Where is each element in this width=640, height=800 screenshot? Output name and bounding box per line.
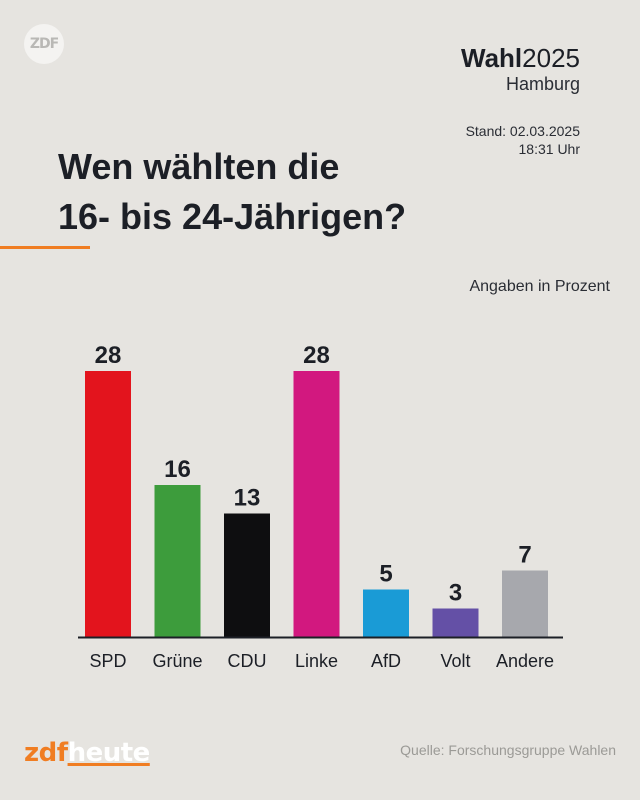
timestamp: Stand: 02.03.2025 18:31 Uhr [466,122,580,158]
bar-volt [432,608,479,637]
zdf-logo: ZDF [24,24,64,64]
brand-heute: heute [67,738,151,768]
category-label-andere: Andere [496,651,554,671]
source-note: Quelle: Forschungsgruppe Wahlen [400,742,616,758]
category-label-gr-ne: Grüne [152,651,202,671]
bar-andere [502,570,548,637]
zdfheute-logo: zdfheute [24,738,150,768]
page-title-line1: Wen wählten die [58,146,340,187]
value-label-volt: 3 [449,580,462,607]
timestamp-time: 18:31 Uhr [518,141,580,157]
bar-linke [293,371,340,637]
value-label-afd: 5 [379,561,392,588]
value-label-spd: 28 [95,342,122,369]
accent-divider [0,246,90,249]
timestamp-date: Stand: 02.03.2025 [465,123,580,139]
election-title-bold: Wahl [461,43,523,73]
zdf-logo-text: ZDF [29,36,59,52]
category-label-cdu: CDU [228,651,267,671]
bar-cdu [224,513,270,637]
bar-spd [85,371,131,637]
value-label-andere: 7 [518,542,531,569]
category-label-volt: Volt [440,651,470,671]
unit-note: Angaben in Prozent [469,278,610,295]
category-label-linke: Linke [295,651,338,671]
bar-gr-ne [154,485,201,637]
category-label-afd: AfD [371,651,401,671]
page-title: Wen wählten die 16- bis 24-Jährigen? [58,142,406,242]
election-title: Wahl2025 [461,44,580,72]
value-label-gr-ne: 16 [164,456,191,483]
category-label-spd: SPD [89,651,126,671]
value-label-linke: 28 [303,342,330,369]
page-title-line2: 16- bis 24-Jährigen? [58,196,407,237]
election-year: 2025 [522,43,580,73]
value-label-cdu: 13 [234,485,261,512]
brand-zdf: zdf [24,738,68,768]
bar-afd [363,589,409,637]
election-city: Hamburg [505,74,580,94]
